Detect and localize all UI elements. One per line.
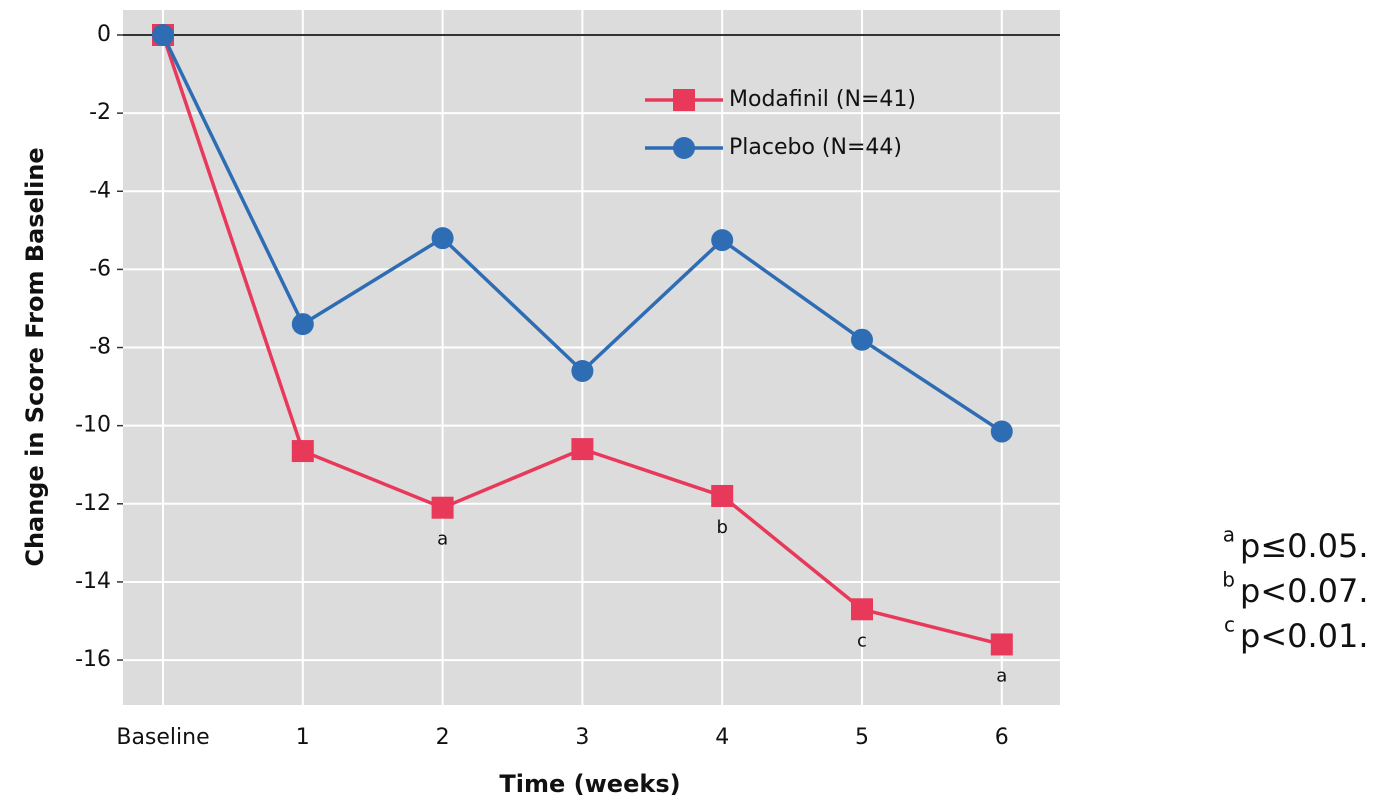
significance-label: a [996, 665, 1007, 686]
data-point [152, 24, 174, 47]
data-point [851, 598, 873, 621]
x-tick-label: 5 [855, 725, 869, 750]
data-point [431, 496, 454, 519]
y-tick-label: -14 [75, 569, 111, 594]
y-tick-label: 0 [97, 22, 111, 47]
significance-label: c [857, 630, 867, 651]
significance-label: b [716, 517, 727, 538]
data-point [291, 313, 314, 336]
legend-label: Placebo (N=44) [729, 135, 902, 160]
significance-label: a [437, 529, 448, 550]
legend-marker [673, 137, 695, 159]
x-tick-label: 2 [436, 725, 450, 750]
footnote-symbol: c [1224, 613, 1235, 637]
data-point [571, 359, 594, 382]
data-point [711, 229, 734, 252]
y-tick-label: -8 [89, 335, 111, 360]
data-point [571, 438, 594, 461]
x-tick-label: Baseline [116, 725, 209, 750]
x-axis-title: Time (weeks) [499, 770, 680, 798]
y-tick-label: -16 [75, 647, 111, 672]
x-tick-label: 1 [296, 725, 310, 750]
y-tick-label: -12 [75, 491, 111, 516]
legend-label: Modafinil (N=41) [729, 87, 916, 112]
y-tick-label: -2 [89, 100, 111, 125]
y-tick-label: -4 [89, 178, 111, 203]
y-axis-title: Change in Score From Baseline [21, 147, 49, 566]
footnote-text: p<0.07. [1240, 572, 1369, 610]
plot-area [123, 10, 1060, 705]
footnote-symbol: b [1222, 568, 1235, 592]
data-point [851, 328, 873, 351]
data-point [431, 227, 454, 250]
x-tick-label: 6 [995, 725, 1009, 750]
y-tick-label: -10 [75, 413, 111, 438]
footnote-text: p<0.01. [1240, 617, 1369, 655]
footnote-symbol: a [1223, 523, 1235, 547]
x-tick-label: 4 [715, 725, 729, 750]
x-tick-label: 3 [575, 725, 589, 750]
data-point [990, 633, 1013, 656]
data-point [990, 420, 1013, 443]
footnote-text: p≤0.05. [1240, 527, 1369, 565]
legend-marker [673, 89, 695, 111]
y-tick-label: -6 [89, 256, 111, 281]
data-point [711, 484, 734, 507]
data-point [291, 440, 314, 463]
